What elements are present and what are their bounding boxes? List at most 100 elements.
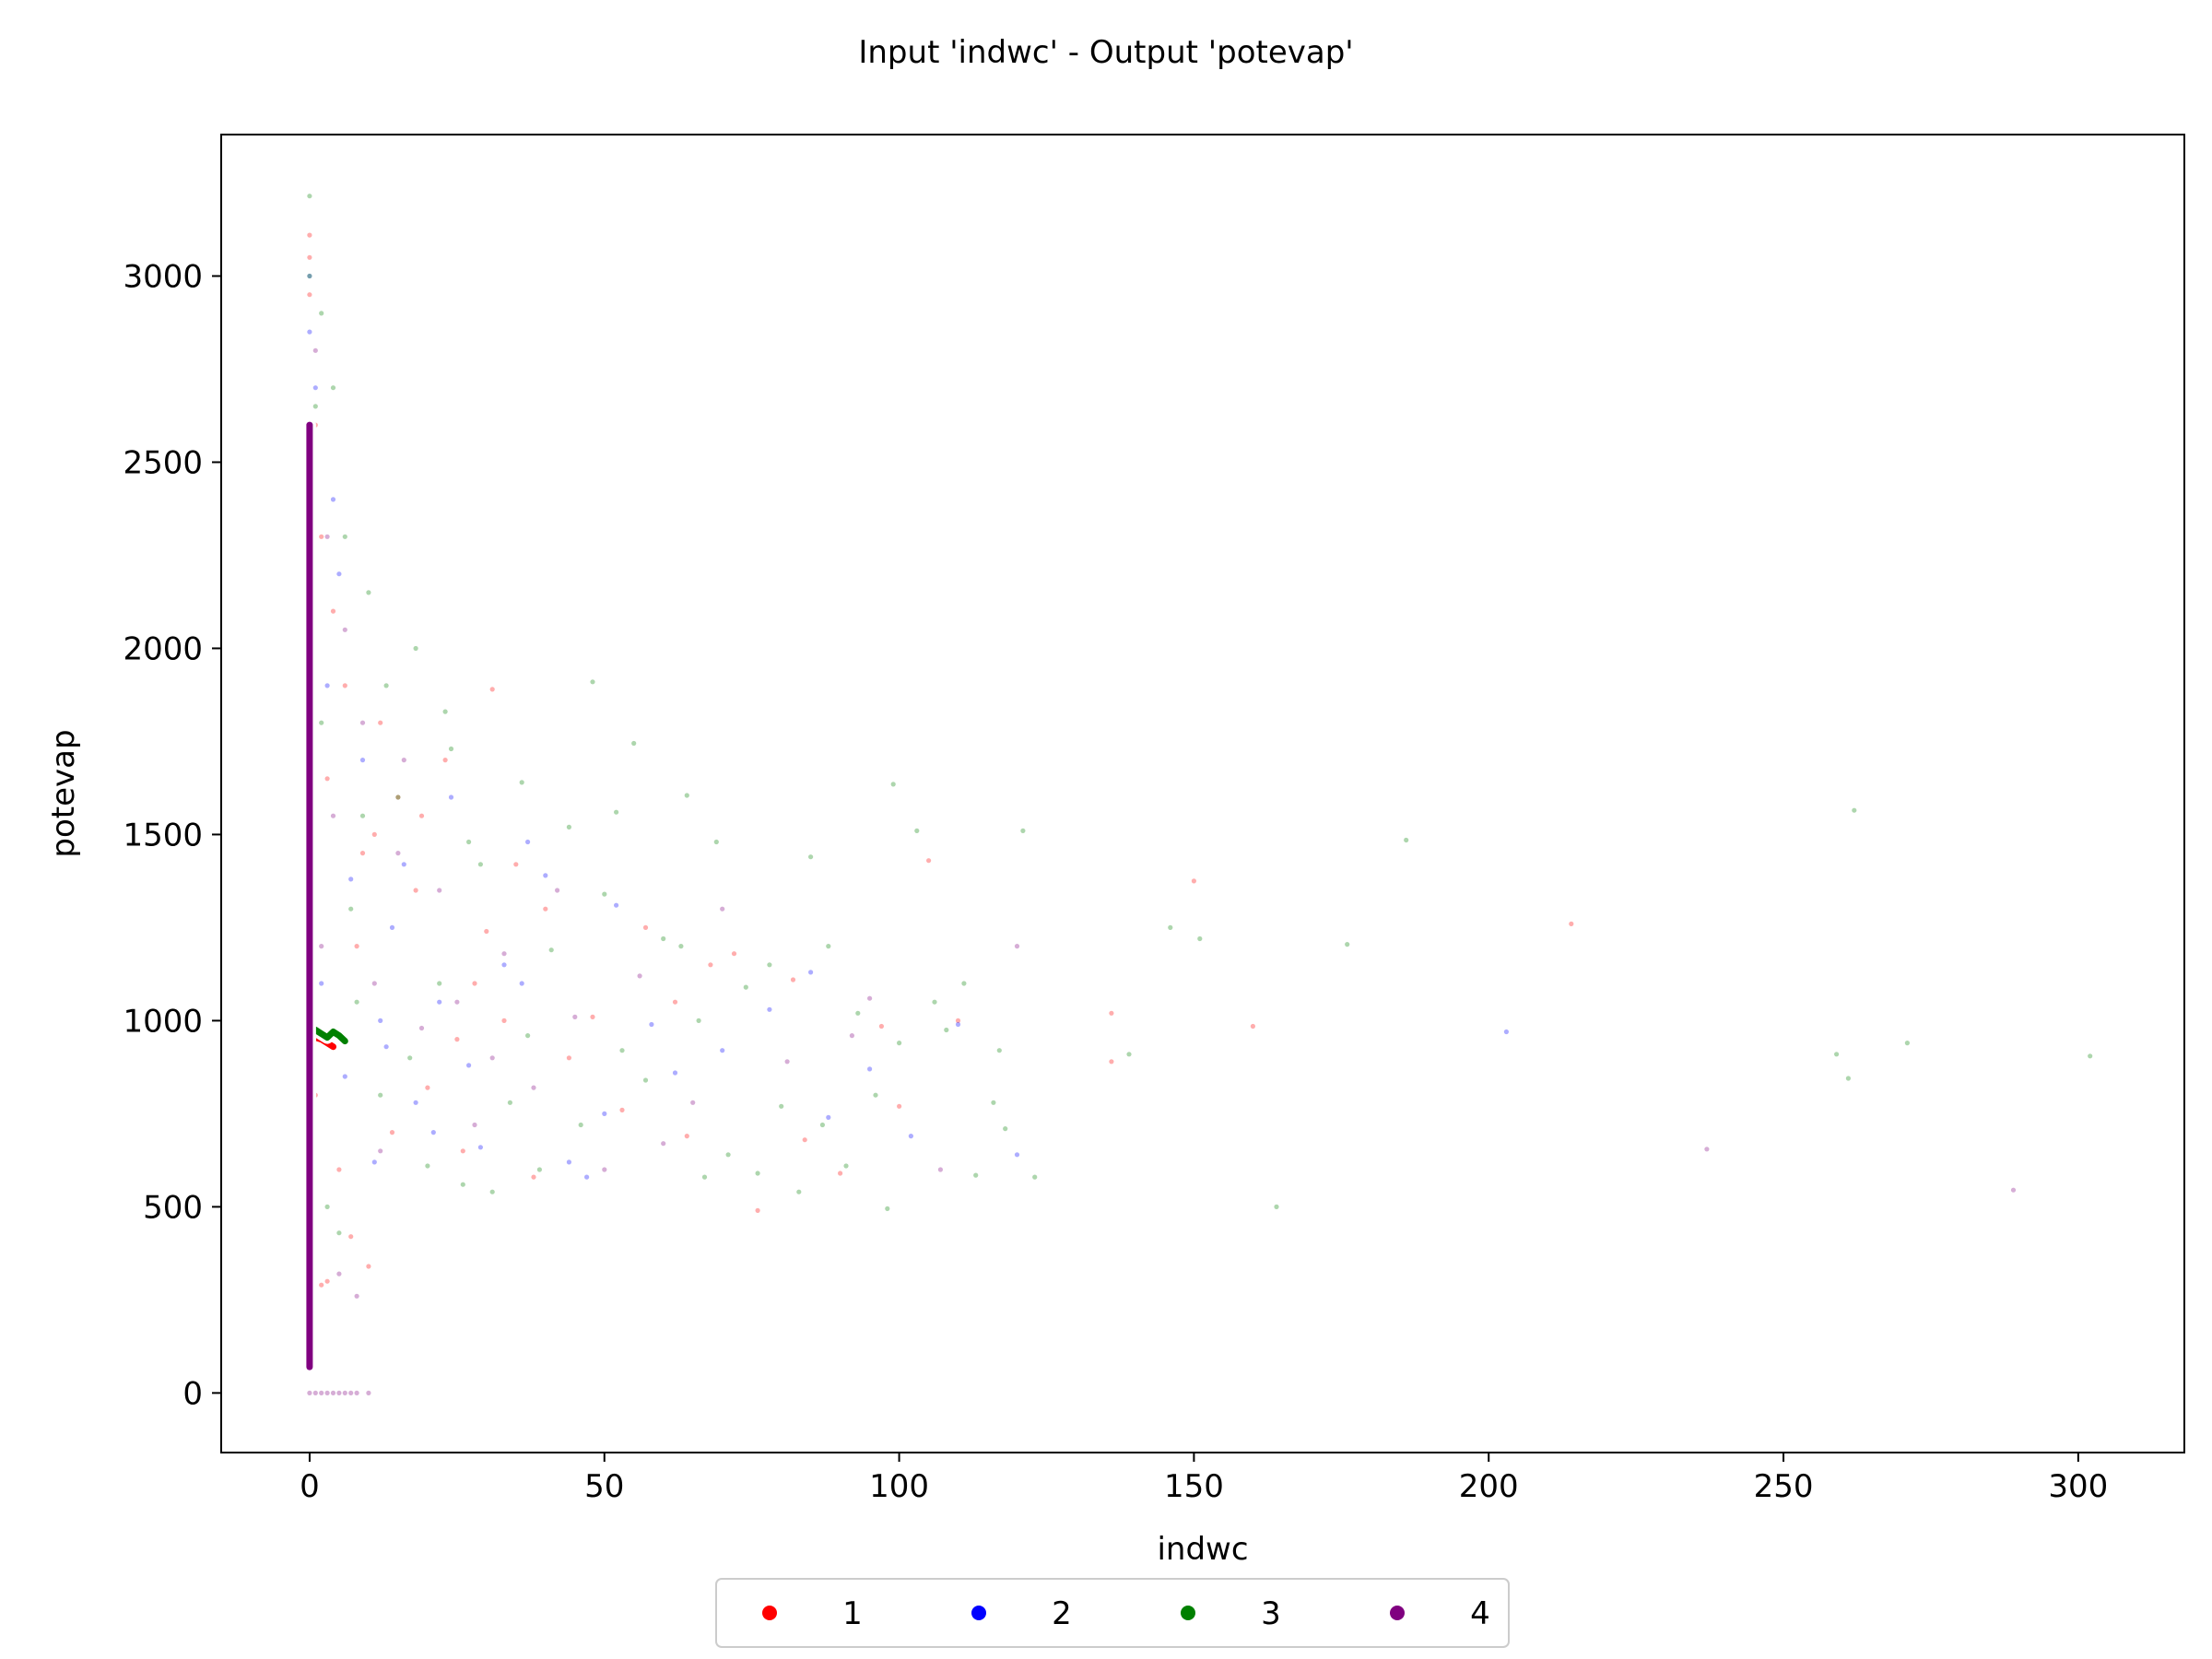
data-point bbox=[359, 813, 366, 818]
data-point bbox=[489, 1189, 495, 1194]
data-point bbox=[572, 1014, 578, 1019]
data-point bbox=[448, 794, 454, 800]
data-point bbox=[501, 951, 507, 957]
y-tick-label: 3000 bbox=[123, 259, 203, 296]
data-point bbox=[366, 590, 371, 595]
data-point bbox=[790, 977, 796, 982]
data-point bbox=[873, 1092, 878, 1098]
data-point bbox=[319, 944, 324, 949]
data-point bbox=[342, 1074, 347, 1079]
data-point bbox=[743, 984, 748, 990]
data-point bbox=[307, 329, 312, 335]
data-point bbox=[454, 999, 460, 1005]
data-point bbox=[342, 683, 347, 688]
data-point bbox=[466, 1063, 472, 1068]
data-point bbox=[359, 851, 366, 856]
data-point bbox=[1345, 942, 1350, 947]
data-point bbox=[371, 981, 377, 986]
legend-label-2: 2 bbox=[1052, 1595, 1072, 1632]
data-point bbox=[378, 720, 383, 725]
data-point bbox=[336, 1390, 342, 1395]
y-axis-ticks: 0 500 1000 1500 2000 2500 3000 bbox=[123, 259, 221, 1412]
data-point bbox=[319, 981, 324, 986]
data-point bbox=[649, 1021, 654, 1028]
data-point bbox=[1014, 1152, 1020, 1158]
series-4-points bbox=[307, 347, 2017, 1395]
data-point bbox=[720, 1048, 725, 1053]
data-point bbox=[519, 780, 524, 785]
data-point bbox=[336, 571, 342, 577]
data-point bbox=[767, 962, 772, 968]
data-point bbox=[319, 1390, 324, 1395]
data-point bbox=[513, 862, 519, 867]
data-point bbox=[867, 995, 873, 1001]
data-point bbox=[312, 1390, 318, 1395]
data-point bbox=[890, 782, 896, 787]
data-point bbox=[855, 1010, 861, 1016]
data-point bbox=[378, 1092, 383, 1098]
data-point bbox=[631, 740, 637, 747]
data-point bbox=[767, 1006, 772, 1012]
data-point bbox=[354, 944, 359, 949]
data-point bbox=[914, 828, 920, 834]
data-point bbox=[319, 1282, 324, 1288]
data-point bbox=[602, 1167, 607, 1172]
data-point bbox=[661, 935, 666, 942]
data-point bbox=[336, 1230, 342, 1236]
data-point bbox=[1250, 1023, 1255, 1030]
data-point bbox=[690, 1100, 696, 1105]
plot-frame bbox=[220, 134, 2185, 1453]
data-point bbox=[944, 1027, 949, 1033]
data-point bbox=[413, 645, 418, 652]
data-point bbox=[684, 793, 689, 798]
data-point bbox=[779, 1103, 784, 1109]
data-point bbox=[466, 839, 472, 845]
data-point bbox=[395, 794, 401, 800]
data-point bbox=[897, 1041, 902, 1046]
chart-title: Input 'indwc' - Output 'potevap' bbox=[858, 34, 1353, 71]
legend-label-4: 4 bbox=[1470, 1595, 1490, 1632]
series-3-points bbox=[307, 194, 2093, 1236]
legend-marker-1 bbox=[762, 1606, 777, 1620]
data-point bbox=[319, 311, 324, 316]
data-point bbox=[307, 273, 312, 279]
data-point bbox=[407, 1055, 413, 1061]
data-point bbox=[454, 1037, 460, 1042]
data-point bbox=[642, 924, 649, 931]
data-point bbox=[383, 683, 389, 688]
data-point bbox=[460, 1182, 465, 1187]
data-point bbox=[330, 813, 336, 818]
data-point bbox=[548, 947, 554, 953]
data-point bbox=[519, 981, 524, 986]
data-point bbox=[336, 1271, 342, 1277]
data-point bbox=[1014, 944, 1020, 949]
data-point bbox=[442, 709, 448, 714]
y-tick-label: 2000 bbox=[123, 630, 203, 667]
data-point bbox=[477, 862, 484, 867]
series-1-points bbox=[307, 232, 1574, 1288]
data-point bbox=[955, 1021, 961, 1028]
x-tick-label: 50 bbox=[584, 1468, 624, 1505]
data-point bbox=[701, 1174, 708, 1180]
data-point bbox=[348, 877, 354, 882]
data-point bbox=[437, 888, 442, 893]
data-point bbox=[348, 1234, 354, 1240]
data-point bbox=[472, 981, 477, 986]
x-axis-ticks: 0 50 100 150 200 250 300 bbox=[300, 1453, 2108, 1505]
data-point bbox=[784, 1059, 790, 1065]
data-point bbox=[418, 1025, 425, 1031]
scatter-layer bbox=[307, 194, 2093, 1395]
data-point bbox=[1852, 807, 1857, 813]
data-point bbox=[584, 1174, 590, 1180]
data-point bbox=[843, 1163, 849, 1169]
data-point bbox=[395, 794, 401, 800]
data-point bbox=[307, 292, 312, 298]
data-point bbox=[525, 1033, 531, 1039]
data-point bbox=[826, 944, 831, 949]
y-tick-label: 1500 bbox=[123, 817, 203, 853]
data-point bbox=[661, 1141, 666, 1147]
data-point bbox=[878, 1023, 885, 1030]
data-point bbox=[501, 962, 507, 968]
data-point bbox=[678, 944, 684, 949]
